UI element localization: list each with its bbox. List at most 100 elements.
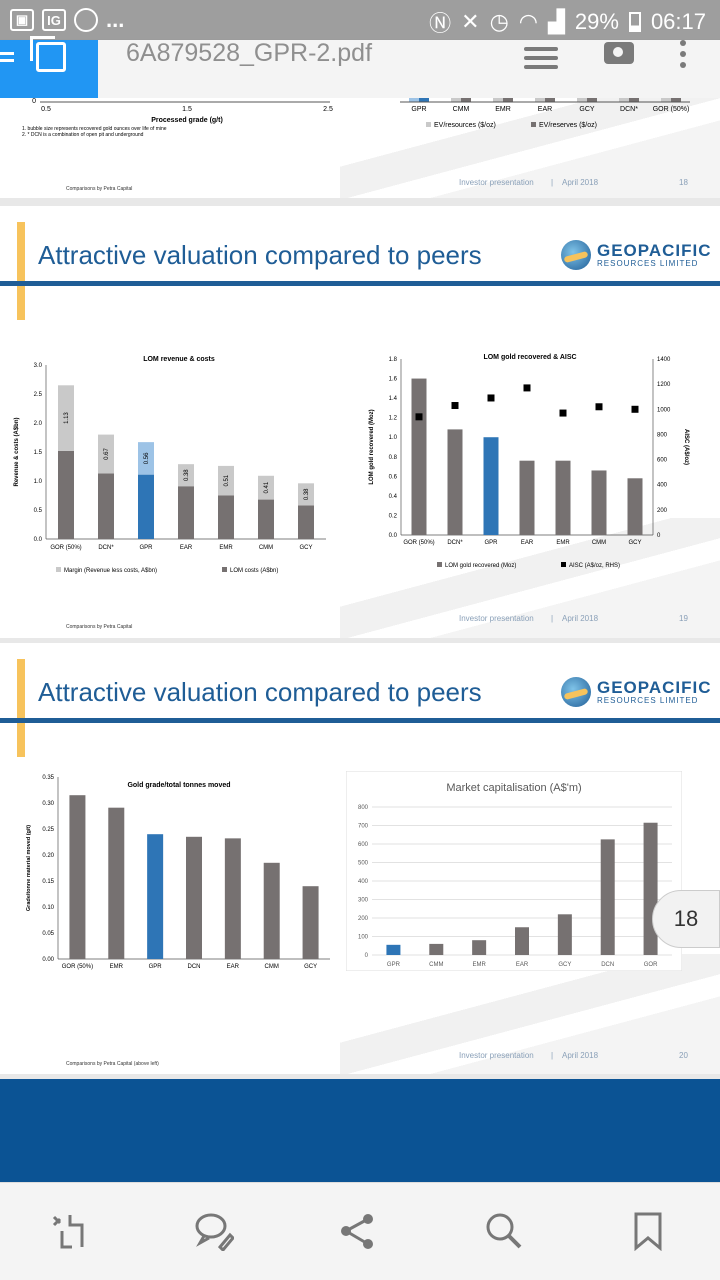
wifi-icon: ◠ <box>518 9 538 34</box>
bar-costs <box>98 473 114 539</box>
x-axis-label: Processed grade (g/t) <box>151 117 223 124</box>
category-label: GCY <box>299 545 312 551</box>
category-label: EMR <box>110 964 124 970</box>
y2-tick-label: 600 <box>657 458 668 464</box>
footer-date: April 2018 <box>562 614 599 623</box>
bookmark-icon[interactable] <box>628 1211 668 1251</box>
y-tick-label: 0.5 <box>34 508 43 514</box>
slide-title: Attractive valuation compared to peers <box>38 240 482 270</box>
bar-gold-recovered <box>627 478 643 535</box>
category-label: EMR <box>556 540 570 546</box>
category-label: CMM <box>265 964 279 970</box>
title-rule <box>0 718 720 723</box>
legend-swatch-aisc <box>561 562 566 567</box>
bar-costs <box>178 486 194 539</box>
footer-date: April 2018 <box>562 178 599 187</box>
y-tick-label: 0 <box>365 953 369 959</box>
bar-stub-resources <box>409 98 419 102</box>
outline-list-icon[interactable] <box>524 42 558 74</box>
accent-bar <box>17 222 25 320</box>
document-title: 6A879528_GPR-2.pdf <box>126 39 373 67</box>
category-label: CMM <box>592 540 606 546</box>
bottom-toolbar <box>0 1182 720 1280</box>
y-tick-label: 0.2 <box>389 513 398 519</box>
geopacific-logo: GEOPACIFIC RESOURCES LIMITED <box>561 677 712 707</box>
category-label: CMM <box>259 545 273 551</box>
copy-icon[interactable] <box>30 36 66 72</box>
lom-gold-chart: LOM gold recovered & AISC 0.0 0.2 0.4 0.6 0.8… <box>369 354 689 569</box>
comment-icon[interactable] <box>194 1211 234 1251</box>
bar-stub-resources <box>493 98 503 102</box>
y2-tick-label: 1400 <box>657 357 671 363</box>
bar-costs <box>298 505 314 539</box>
reflow-icon[interactable] <box>50 1211 90 1251</box>
y2-tick-label: 0 <box>657 533 661 539</box>
bar-stub-reserves <box>671 98 681 102</box>
planet-icon <box>74 8 98 32</box>
share-icon[interactable] <box>338 1211 378 1251</box>
legend-gold: LOM gold recovered (Moz) <box>445 563 516 569</box>
more-notifications: ... <box>106 7 125 32</box>
category-label: GOR <box>644 962 658 968</box>
bar-stub-resources <box>661 98 671 102</box>
category-label: EAR <box>227 964 240 970</box>
more-options-icon[interactable] <box>680 40 686 73</box>
camera-icon[interactable] <box>604 42 634 64</box>
note-2: 2. * DCN is a combination of open pit an… <box>22 132 144 138</box>
y2-tick-label: 1200 <box>657 382 671 388</box>
category-label: GCY <box>579 106 595 113</box>
category-label: GPR <box>149 964 163 970</box>
page-number: 18 <box>679 178 688 187</box>
search-icon[interactable] <box>484 1211 524 1251</box>
y-tick-label: 1.5 <box>34 450 43 456</box>
document-tab[interactable] <box>0 36 98 98</box>
globe-icon <box>561 677 591 707</box>
bar-grade <box>69 795 86 959</box>
gallery-icon: ▣ <box>10 9 34 31</box>
legend-reserves: EV/reserves ($/oz) <box>539 122 597 129</box>
page-indicator-badge[interactable]: 18 <box>652 890 720 948</box>
logo-sub: RESOURCES LIMITED <box>597 259 699 268</box>
bar-stub-reserves <box>545 98 555 102</box>
y-tick-label: 500 <box>358 861 369 867</box>
data-label: 0.38 <box>304 488 310 500</box>
y-tick-label: 0.0 <box>389 533 398 539</box>
gold-grade-chart: Gold grade/total tonnes moved 0.00 0.05 0.1… <box>26 775 330 970</box>
x-tick-0: 0.5 <box>41 106 51 113</box>
y-axis-label: Grade/tonne material moved (g/t) <box>26 825 32 911</box>
menu-icon[interactable] <box>0 48 14 66</box>
slide18-bar-stubs <box>409 98 681 102</box>
lom-revenue-chart: LOM revenue & costs 0.0 0.5 1.0 1.5 2.0 2.5 3.0… <box>14 356 326 574</box>
bar-stub-resources <box>577 98 587 102</box>
category-label: DCN <box>188 964 201 970</box>
data-label: 0.51 <box>224 474 230 486</box>
aisc-marker <box>487 394 495 402</box>
bar-stub-resources <box>535 98 545 102</box>
bar-market-cap <box>386 944 401 955</box>
nfc-icon: Ⓝ <box>429 11 452 36</box>
y-tick-label: 0.6 <box>389 474 398 480</box>
legend-swatch-costs <box>222 567 227 572</box>
y2-tick-label: 200 <box>657 508 668 514</box>
bar-margin <box>138 442 154 475</box>
bar-costs <box>138 474 154 539</box>
battery-icon <box>628 12 641 32</box>
category-label: EMR <box>495 106 511 113</box>
category-label: GOR (50%) <box>50 545 81 551</box>
y-axis-label: Revenue & costs (A$bn) <box>14 417 20 486</box>
status-bar: ▣ IG ... Ⓝ ✕ ◷ ◠ ▟ 29% 06:17 <box>0 0 720 40</box>
y-tick-label: 1.4 <box>389 396 398 402</box>
bar-market-cap <box>472 940 487 955</box>
aisc-marker <box>451 402 459 410</box>
bar-market-cap <box>515 927 529 955</box>
slide18-charts: 0 0.5 1.5 2.5 Processed grade (g/t) 1. b… <box>22 98 690 138</box>
aisc-marker <box>595 403 603 411</box>
y2-tick-label: 400 <box>657 483 668 489</box>
bar-grade <box>147 834 164 959</box>
category-label: GPR <box>387 962 401 968</box>
globe-icon <box>561 240 591 270</box>
bar-costs <box>218 495 234 539</box>
footer-label: Investor presentation <box>459 1051 534 1060</box>
y-tick-label: 2.0 <box>34 421 43 427</box>
bar-margin <box>58 385 74 451</box>
